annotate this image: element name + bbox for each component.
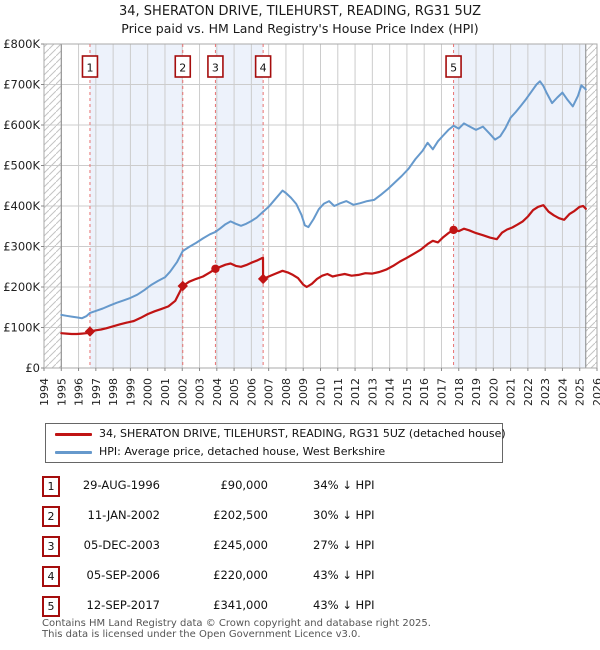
svg-text:2002: 2002 <box>176 378 189 406</box>
svg-text:2008: 2008 <box>280 378 293 406</box>
page-subtitle: Price paid vs. HM Land Registry's House … <box>121 21 479 36</box>
chart-legend: 34, SHERATON DRIVE, TILEHURST, READING, … <box>45 423 506 463</box>
sale-number-badge: 5 <box>42 596 60 617</box>
svg-text:1995: 1995 <box>55 378 68 406</box>
svg-text:2006: 2006 <box>245 378 258 406</box>
svg-text:5: 5 <box>450 62 457 75</box>
sale-date: 12-SEP-2017 <box>86 598 160 612</box>
svg-text:4: 4 <box>260 62 267 75</box>
svg-text:£300K: £300K <box>3 240 40 254</box>
svg-text:£400K: £400K <box>3 199 40 213</box>
svg-text:2020: 2020 <box>487 378 500 406</box>
sale-date: 05-DEC-2003 <box>83 538 160 552</box>
svg-text:2017: 2017 <box>435 378 448 406</box>
sale-number-badge: 1 <box>42 476 60 497</box>
svg-text:2012: 2012 <box>349 378 362 406</box>
svg-text:1994: 1994 <box>38 378 51 406</box>
license-note: Contains HM Land Registry data © Crown c… <box>42 618 431 640</box>
legend-label: HPI: Average price, detached house, West… <box>99 445 386 458</box>
svg-text:2009: 2009 <box>297 378 310 406</box>
svg-text:£200K: £200K <box>3 280 40 294</box>
sale-number-badge: 4 <box>42 566 60 587</box>
svg-text:£800K: £800K <box>3 37 40 51</box>
sale-date: 29-AUG-1996 <box>82 478 160 492</box>
blue-line-swatch <box>55 451 92 454</box>
svg-text:1996: 1996 <box>73 378 86 406</box>
svg-text:3: 3 <box>212 62 219 75</box>
sale-number-badge: 3 <box>42 536 60 557</box>
svg-text:2: 2 <box>179 62 186 75</box>
price-history-chart: 1 2 3 4 5 £0 £100K £200K £300K £400K £500K £600K £70… <box>3 37 600 406</box>
svg-text:2013: 2013 <box>366 378 379 406</box>
sale-price: £90,000 <box>220 478 268 492</box>
sale-date: 11-JAN-2002 <box>87 508 161 522</box>
svg-text:2011: 2011 <box>332 378 345 406</box>
svg-text:£500K: £500K <box>3 159 40 173</box>
svg-text:2019: 2019 <box>470 378 483 406</box>
svg-text:2005: 2005 <box>228 378 241 406</box>
sale-hpi-delta: 43% ↓ HPI <box>313 598 375 612</box>
svg-text:1: 1 <box>86 62 93 75</box>
svg-text:2024: 2024 <box>556 378 569 406</box>
sale-row: 5 12-SEP-2017 £341,000 43% ↓ HPI <box>40 594 580 624</box>
license-line-2: This data is licensed under the Open Gov… <box>42 629 361 640</box>
svg-text:£600K: £600K <box>3 118 40 132</box>
sale-hpi-delta: 27% ↓ HPI <box>313 538 375 552</box>
license-line-1: Contains HM Land Registry data © Crown c… <box>42 618 431 629</box>
svg-text:2026: 2026 <box>591 378 600 406</box>
sale-row: 4 05-SEP-2006 £220,000 43% ↓ HPI <box>40 564 580 594</box>
svg-text:2014: 2014 <box>384 378 397 406</box>
sale-row: 1 29-AUG-1996 £90,000 34% ↓ HPI <box>40 474 580 504</box>
svg-text:2000: 2000 <box>142 378 155 406</box>
svg-text:2023: 2023 <box>539 378 552 406</box>
sale-price: £245,000 <box>213 538 268 552</box>
svg-text:£0: £0 <box>25 361 40 375</box>
svg-text:2025: 2025 <box>574 378 587 406</box>
sale-number-badge: 2 <box>42 506 60 527</box>
svg-text:2022: 2022 <box>522 378 535 406</box>
sale-hpi-delta: 30% ↓ HPI <box>313 508 375 522</box>
svg-text:2018: 2018 <box>453 378 466 406</box>
page-title: 34, SHERATON DRIVE, TILEHURST, READING, … <box>118 4 482 19</box>
legend-item-property: 34, SHERATON DRIVE, TILEHURST, READING, … <box>46 425 506 444</box>
svg-text:2004: 2004 <box>211 378 224 406</box>
legend-label: 34, SHERATON DRIVE, TILEHURST, READING, … <box>99 427 506 440</box>
red-line-swatch <box>55 433 92 436</box>
sales-table: 1 29-AUG-1996 £90,000 34% ↓ HPI 2 11-JAN… <box>40 474 600 624</box>
svg-text:£700K: £700K <box>3 78 40 92</box>
sale-row: 2 11-JAN-2002 £202,500 30% ↓ HPI <box>40 504 580 534</box>
svg-text:2003: 2003 <box>194 378 207 406</box>
sale-price: £202,500 <box>213 508 268 522</box>
sale-date: 05-SEP-2006 <box>86 568 160 582</box>
svg-text:2016: 2016 <box>418 378 431 406</box>
svg-text:2015: 2015 <box>401 378 414 406</box>
legend-item-hpi: HPI: Average price, detached house, West… <box>46 443 502 462</box>
svg-text:1998: 1998 <box>107 378 120 406</box>
sale-price: £341,000 <box>213 598 268 612</box>
svg-text:£100K: £100K <box>3 321 40 335</box>
svg-text:2010: 2010 <box>315 378 328 406</box>
svg-text:2007: 2007 <box>263 378 276 406</box>
sale-hpi-delta: 34% ↓ HPI <box>313 478 375 492</box>
svg-text:2021: 2021 <box>505 378 518 406</box>
sale-row: 3 05-DEC-2003 £245,000 27% ↓ HPI <box>40 534 580 564</box>
sale-price: £220,000 <box>213 568 268 582</box>
svg-text:2001: 2001 <box>159 378 172 406</box>
sale-hpi-delta: 43% ↓ HPI <box>313 568 375 582</box>
svg-text:1999: 1999 <box>124 378 137 406</box>
svg-text:1997: 1997 <box>90 378 103 406</box>
